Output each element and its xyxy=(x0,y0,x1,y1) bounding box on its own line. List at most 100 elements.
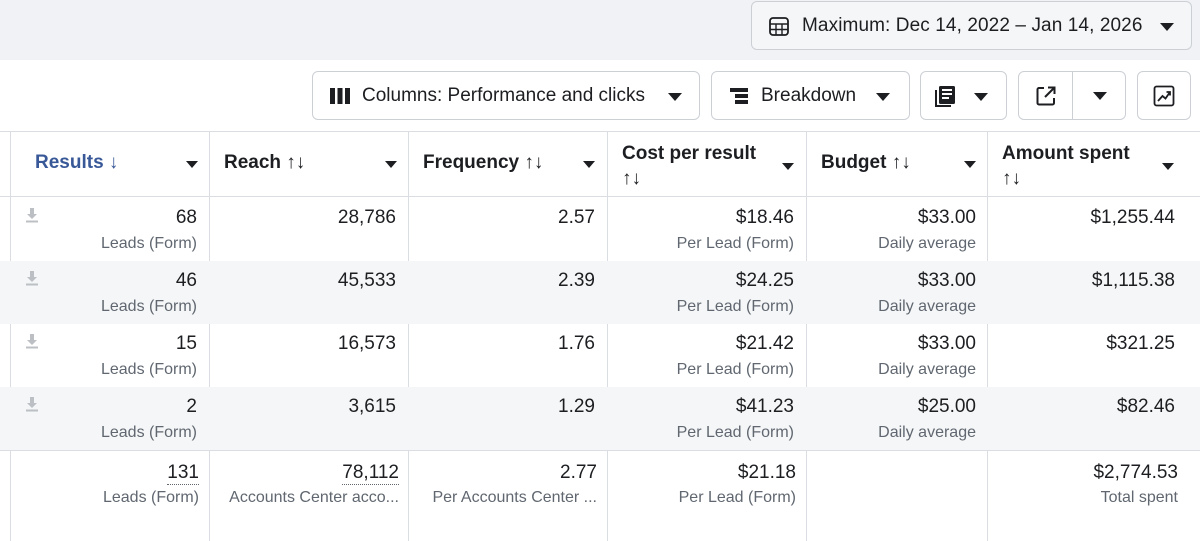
download-icon[interactable] xyxy=(24,333,40,349)
cost-per-result-value: $41.23 xyxy=(735,396,794,417)
results-value: 2 xyxy=(186,396,197,417)
frequency-value: 2.39 xyxy=(558,270,595,291)
budget-label: Daily average xyxy=(878,424,976,441)
button-divider xyxy=(1072,72,1073,119)
reach-value: 45,533 xyxy=(337,270,396,291)
cost-per-result-value: $24.25 xyxy=(735,270,794,291)
table-row: 46 Leads (Form) 45,533 2.39 $24.25 Per Lea… xyxy=(0,261,1200,324)
breakdown-icon xyxy=(730,87,748,104)
breakdown-button-label: Breakdown xyxy=(761,84,857,106)
download-icon[interactable] xyxy=(24,207,40,223)
column-divider xyxy=(806,132,807,541)
chevron-down-icon[interactable] xyxy=(964,161,976,168)
budget-label: Daily average xyxy=(878,361,976,378)
total-cost-per-result-label: Per Lead (Form) xyxy=(678,489,796,506)
chevron-down-icon[interactable] xyxy=(1162,163,1174,170)
column-header-label: Budget ↑↓ xyxy=(821,152,911,173)
column-divider xyxy=(209,132,210,541)
chevron-down-icon xyxy=(668,93,682,101)
budget-value: $25.00 xyxy=(917,396,976,417)
column-divider xyxy=(607,132,608,541)
table-header: Results ↓ Reach ↑↓ Frequency ↑↓ Cost per… xyxy=(0,132,1200,197)
reports-menu-button[interactable] xyxy=(920,71,1007,120)
budget-value: $33.00 xyxy=(917,333,976,354)
column-header-label: Amount spent xyxy=(1002,143,1130,164)
results-value: 46 xyxy=(175,270,197,291)
download-icon[interactable] xyxy=(24,270,40,286)
table-row: 15 Leads (Form) 16,573 1.76 $21.42 Per Lea… xyxy=(0,324,1200,387)
reach-value: 3,615 xyxy=(348,396,396,417)
chevron-down-icon[interactable] xyxy=(583,161,595,168)
results-table: Results ↓ Reach ↑↓ Frequency ↑↓ Cost per… xyxy=(0,131,1200,541)
trend-chart-icon xyxy=(1153,85,1175,107)
frequency-value: 1.76 xyxy=(558,333,595,354)
date-range-label: Maximum: Dec 14, 2022 – Jan 14, 2026 xyxy=(802,14,1143,36)
total-results-value[interactable]: 131 xyxy=(167,462,199,485)
column-divider xyxy=(987,132,988,541)
date-range-button[interactable]: Maximum: Dec 14, 2022 – Jan 14, 2026 xyxy=(751,1,1192,50)
download-icon[interactable] xyxy=(24,396,40,412)
calendar-icon xyxy=(769,16,789,36)
total-amount-spent-value: $2,774.53 xyxy=(1093,462,1178,483)
cost-per-result-value: $18.46 xyxy=(735,207,794,228)
cost-per-result-label: Per Lead (Form) xyxy=(676,235,794,252)
total-frequency-value: 2.77 xyxy=(560,462,597,483)
chevron-down-icon[interactable] xyxy=(782,163,794,170)
chevron-down-icon[interactable] xyxy=(186,161,198,168)
amount-spent-value: $82.46 xyxy=(1116,396,1175,417)
column-header-label: Reach ↑↓ xyxy=(224,152,306,173)
column-header-amount-spent[interactable]: Amount spent ↑↓ xyxy=(988,132,1200,197)
column-header-results[interactable]: Results ↓ xyxy=(21,132,209,197)
results-value: 15 xyxy=(175,333,197,354)
external-link-icon xyxy=(1036,86,1056,106)
column-header-label: Cost per result xyxy=(622,143,757,164)
frequency-value: 1.29 xyxy=(558,396,595,417)
frequency-value: 2.57 xyxy=(558,207,595,228)
column-divider xyxy=(10,132,11,541)
sort-icon: ↑↓ xyxy=(622,168,641,189)
chevron-down-icon xyxy=(1160,23,1174,31)
chevron-down-icon xyxy=(974,93,988,101)
chevron-down-icon xyxy=(876,93,890,101)
column-header-reach[interactable]: Reach ↑↓ xyxy=(210,132,408,197)
total-reach-label: Accounts Center acco... xyxy=(229,489,399,506)
total-amount-spent-label: Total spent xyxy=(1100,489,1178,506)
column-header-label: Frequency ↑↓ xyxy=(423,152,544,173)
total-reach-value[interactable]: 78,112 xyxy=(342,462,399,485)
export-button[interactable] xyxy=(1019,72,1073,119)
column-header-cost-per-result[interactable]: Cost per result ↑↓ xyxy=(608,132,806,197)
reach-value: 16,573 xyxy=(337,333,396,354)
budget-value: $33.00 xyxy=(917,207,976,228)
table-row: 2 Leads (Form) 3,615 1.29 $41.23 Per Lead … xyxy=(0,387,1200,450)
total-cost-per-result-value: $21.18 xyxy=(737,462,796,483)
total-frequency-label: Per Accounts Center ... xyxy=(432,489,597,506)
table-row: 68 Leads (Form) 28,786 2.57 $18.46 Per Lea… xyxy=(0,198,1200,261)
cost-per-result-label: Per Lead (Form) xyxy=(676,298,794,315)
reports-icon xyxy=(935,86,955,107)
column-header-budget[interactable]: Budget ↑↓ xyxy=(807,132,987,197)
cost-per-result-value: $21.42 xyxy=(735,333,794,354)
columns-icon xyxy=(330,87,350,104)
reach-value: 28,786 xyxy=(337,207,396,228)
columns-button-label: Columns: Performance and clicks xyxy=(362,84,645,106)
chart-button[interactable] xyxy=(1137,71,1191,120)
budget-label: Daily average xyxy=(878,298,976,315)
date-range-bar: Maximum: Dec 14, 2022 – Jan 14, 2026 xyxy=(0,0,1200,60)
export-dropdown-button[interactable] xyxy=(1073,72,1126,119)
results-label: Leads (Form) xyxy=(100,361,197,378)
results-label: Leads (Form) xyxy=(100,424,197,441)
amount-spent-value: $1,255.44 xyxy=(1090,207,1175,228)
breakdown-button[interactable]: Breakdown xyxy=(711,71,910,120)
column-header-frequency[interactable]: Frequency ↑↓ xyxy=(409,132,607,197)
export-button-group xyxy=(1018,71,1126,120)
results-label: Leads (Form) xyxy=(100,298,197,315)
amount-spent-value: $321.25 xyxy=(1106,333,1175,354)
budget-value: $33.00 xyxy=(917,270,976,291)
sort-icon: ↑↓ xyxy=(1002,168,1021,189)
amount-spent-value: $1,115.38 xyxy=(1091,270,1175,291)
columns-button[interactable]: Columns: Performance and clicks xyxy=(312,71,700,120)
chevron-down-icon[interactable] xyxy=(385,161,397,168)
chevron-down-icon xyxy=(1093,92,1107,100)
budget-label: Daily average xyxy=(878,235,976,252)
results-value: 68 xyxy=(175,207,197,228)
